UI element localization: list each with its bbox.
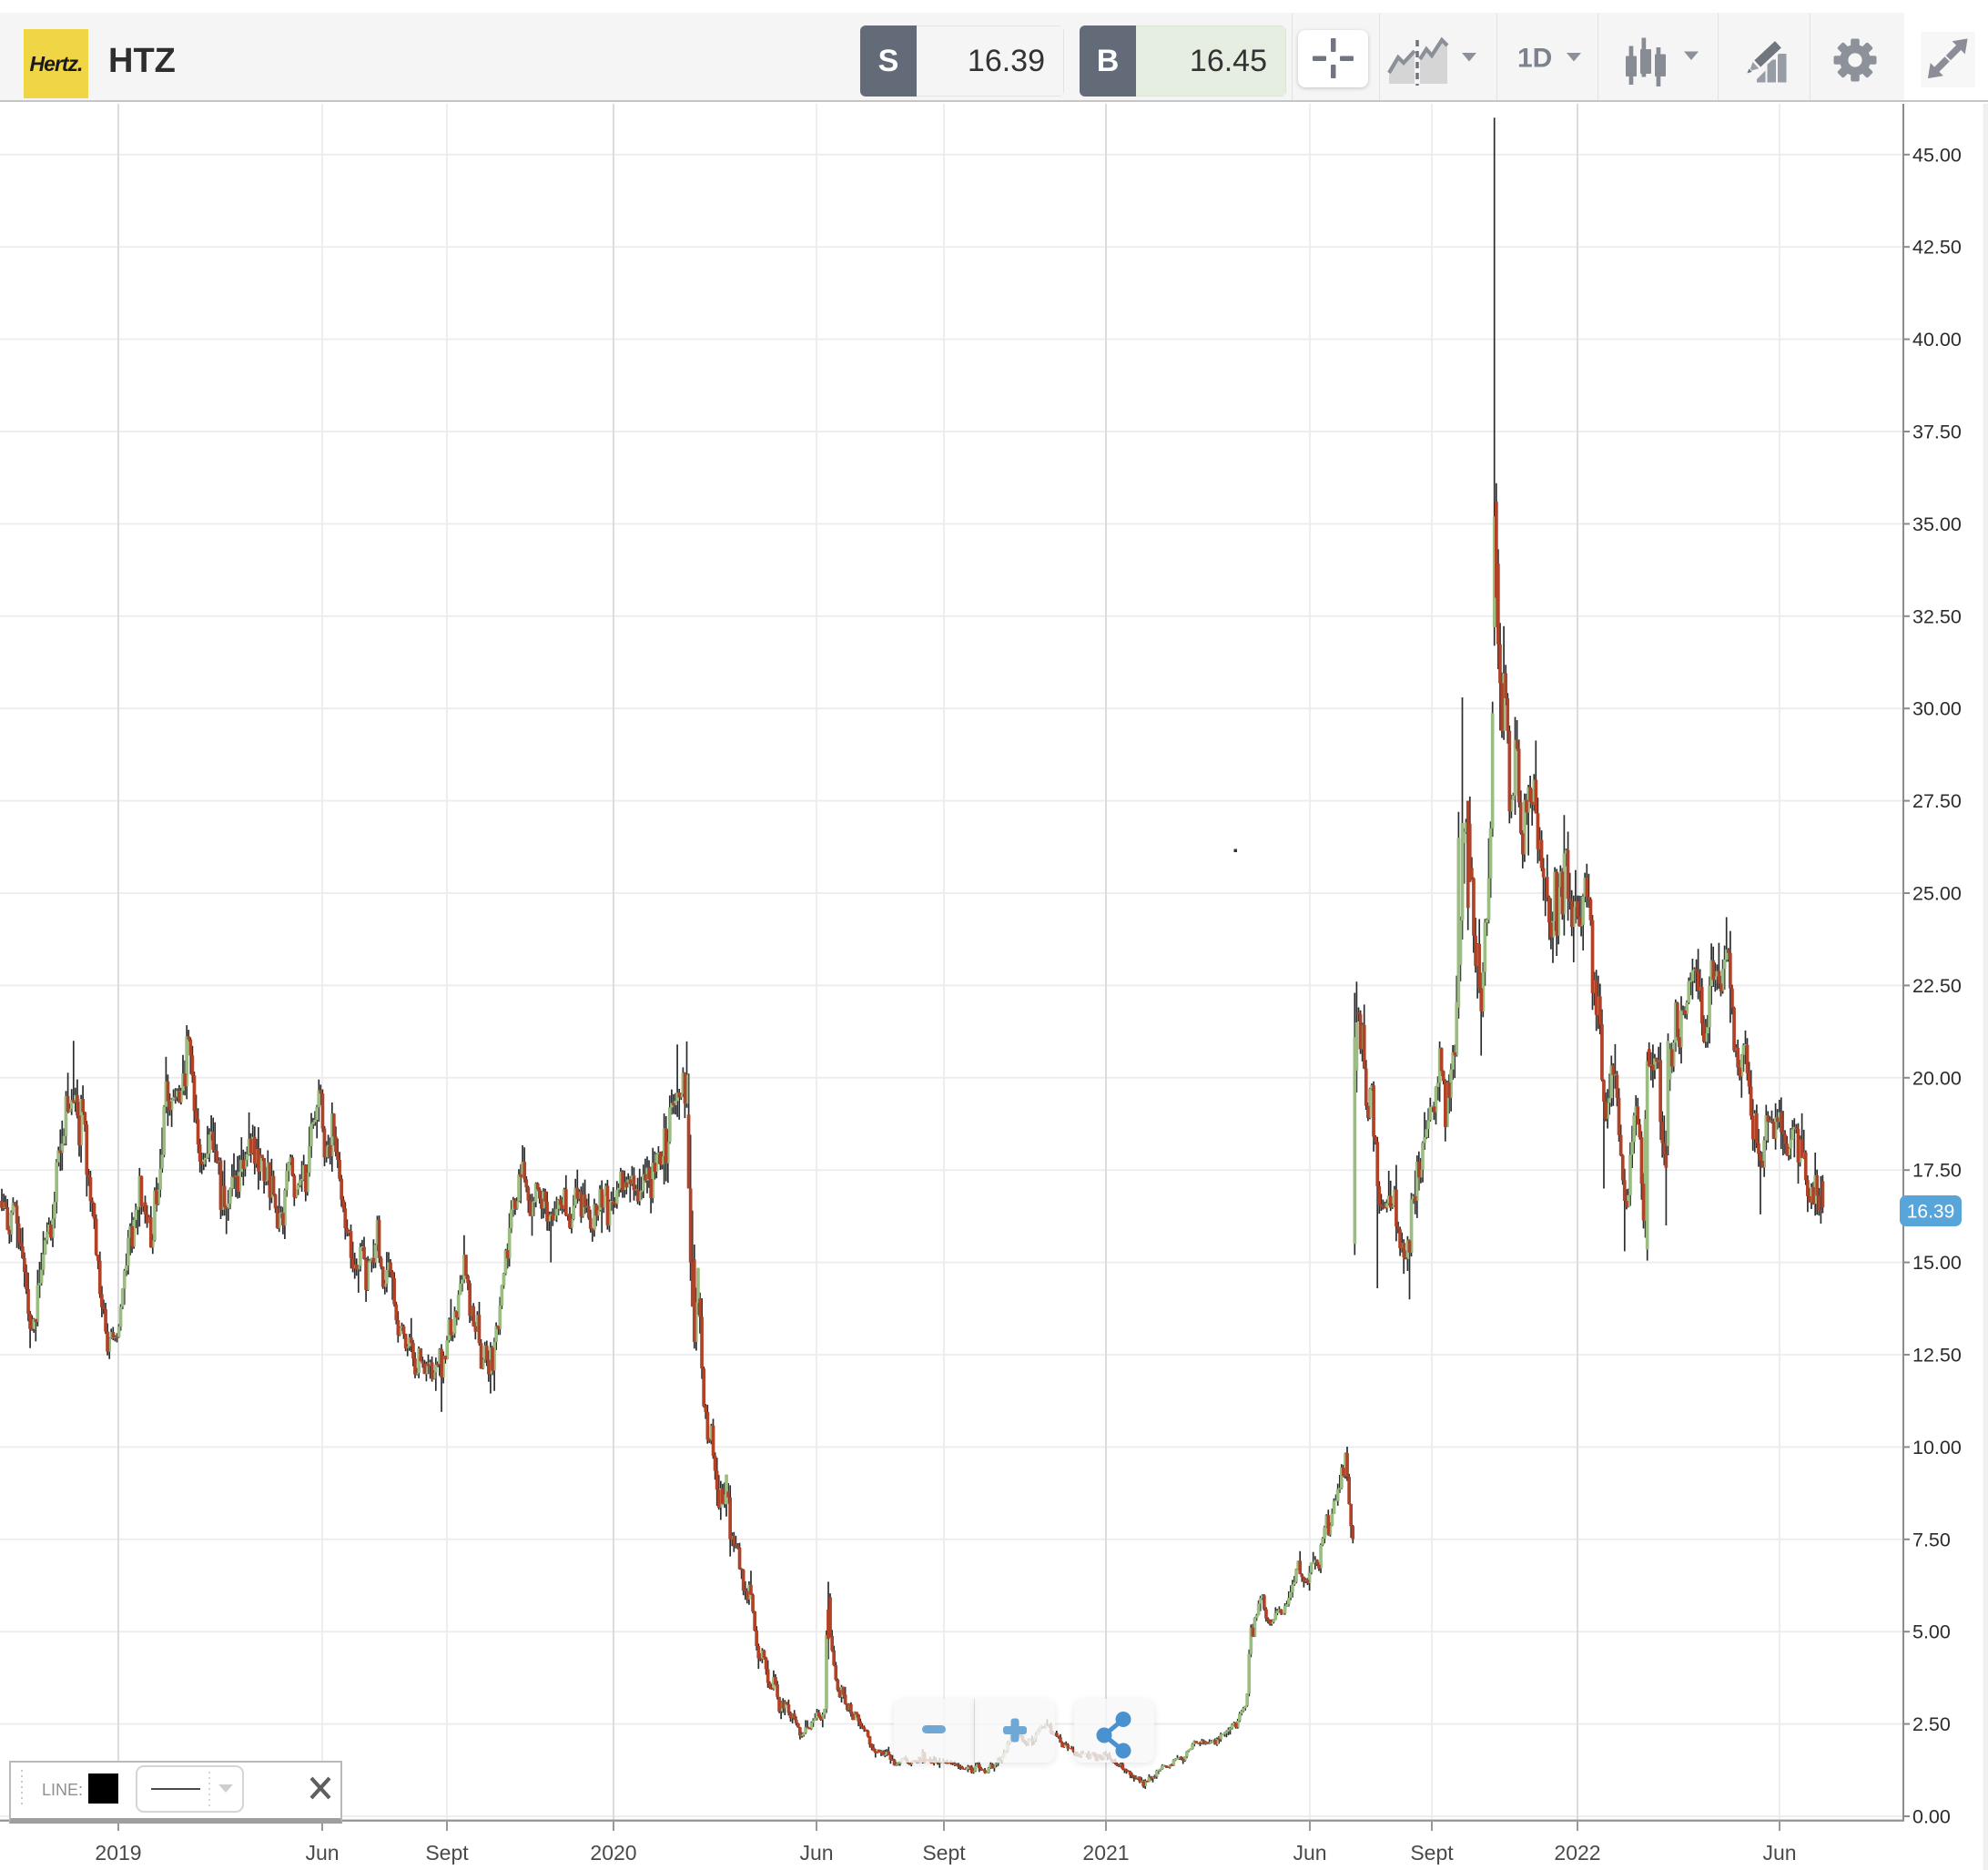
svg-text:Jun: Jun — [799, 1841, 833, 1865]
svg-text:2019: 2019 — [95, 1841, 141, 1865]
svg-text:Sept: Sept — [425, 1841, 469, 1865]
svg-text:5.00: 5.00 — [1912, 1621, 1951, 1643]
svg-text:1D: 1D — [1517, 44, 1552, 74]
svg-text:2021: 2021 — [1082, 1841, 1129, 1865]
svg-text:45.00: 45.00 — [1912, 144, 1962, 166]
svg-text:Sept: Sept — [922, 1841, 966, 1865]
svg-text:Jun: Jun — [1293, 1841, 1326, 1865]
svg-text:2022: 2022 — [1554, 1841, 1600, 1865]
svg-text:42.50: 42.50 — [1912, 237, 1962, 259]
svg-text:20.00: 20.00 — [1912, 1067, 1962, 1089]
svg-text:37.50: 37.50 — [1912, 422, 1962, 443]
svg-text:Jun: Jun — [1762, 1841, 1796, 1865]
svg-text:2.50: 2.50 — [1912, 1713, 1951, 1735]
svg-text:10.00: 10.00 — [1912, 1437, 1962, 1458]
svg-text:0.00: 0.00 — [1912, 1806, 1951, 1828]
svg-text:32.50: 32.50 — [1912, 605, 1962, 627]
svg-text:17.50: 17.50 — [1912, 1160, 1962, 1182]
svg-text:35.00: 35.00 — [1912, 513, 1962, 535]
svg-text:27.50: 27.50 — [1912, 790, 1962, 812]
svg-text:2020: 2020 — [590, 1841, 636, 1865]
svg-text:30.00: 30.00 — [1912, 698, 1962, 720]
svg-text:Jun: Jun — [305, 1841, 339, 1865]
svg-text:16.39: 16.39 — [1907, 1202, 1955, 1223]
svg-text:7.50: 7.50 — [1912, 1529, 1951, 1550]
svg-text:15.00: 15.00 — [1912, 1252, 1962, 1274]
svg-text:25.00: 25.00 — [1912, 883, 1962, 905]
svg-text:12.50: 12.50 — [1912, 1345, 1962, 1367]
svg-text:Sept: Sept — [1410, 1841, 1454, 1865]
svg-text:LINE:: LINE: — [42, 1781, 83, 1799]
svg-text:22.50: 22.50 — [1912, 975, 1962, 997]
svg-text:40.00: 40.00 — [1912, 329, 1962, 351]
